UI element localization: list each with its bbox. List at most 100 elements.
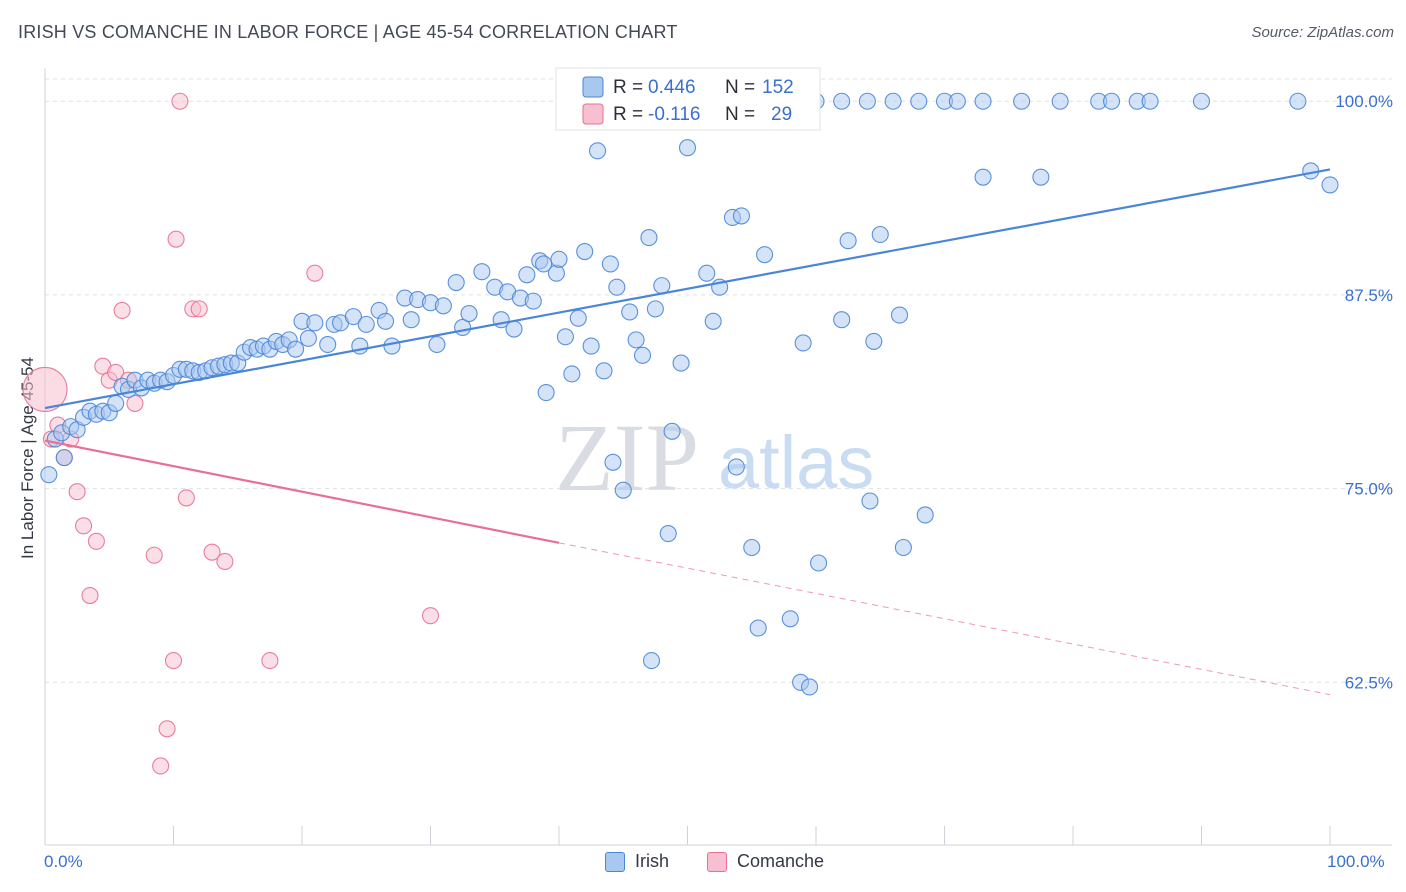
- irish-point: [653, 277, 671, 295]
- legend-box: R = 0.446 N = 152 R = -0.116 N = 29: [555, 67, 821, 131]
- comanche-point: [68, 483, 86, 501]
- irish-point: [801, 678, 819, 696]
- irish-points: [40, 92, 1339, 696]
- watermark-atlas: atlas: [718, 421, 874, 504]
- irish-point: [547, 264, 565, 282]
- irish-point: [916, 506, 934, 524]
- comanche-point: [145, 546, 163, 564]
- irish-point: [781, 610, 799, 628]
- legend-irish-swatch-bottom: [605, 851, 625, 872]
- irish-point: [287, 340, 305, 358]
- y-tick-label-3: 100.0%: [1335, 92, 1393, 111]
- irish-point: [55, 449, 73, 467]
- comanche-point: [164, 652, 183, 670]
- irish-point: [357, 315, 375, 333]
- irish-point: [663, 422, 681, 440]
- axis-layer: [44, 68, 1392, 846]
- comanche-point: [203, 543, 221, 561]
- irish-point: [460, 304, 478, 323]
- irish-point: [839, 232, 857, 250]
- legend-item-irish[interactable]: Irish: [605, 851, 669, 872]
- irish-point: [861, 492, 879, 510]
- watermark: ZIP atlas: [555, 404, 874, 511]
- irish-point: [402, 311, 420, 329]
- irish-point: [582, 337, 600, 355]
- irish-point: [727, 458, 745, 476]
- irish-point: [556, 328, 574, 346]
- legend-item-comanche[interactable]: Comanche: [707, 851, 824, 872]
- irish-point: [756, 246, 774, 264]
- irish-point: [672, 354, 690, 372]
- irish-point: [595, 362, 613, 380]
- comanche-point: [190, 300, 208, 318]
- irish-point: [1192, 92, 1211, 110]
- irish-point: [306, 314, 324, 332]
- legend-irish-n-value: 152: [762, 77, 794, 98]
- comanche-point: [75, 517, 93, 535]
- irish-point: [1013, 92, 1031, 110]
- irish-point: [563, 365, 581, 383]
- x-tick-label-max: 100.0%: [1327, 852, 1385, 871]
- x-tick-label-min: 0.0%: [44, 852, 83, 871]
- irish-point: [704, 312, 722, 330]
- irish-point: [569, 309, 587, 327]
- legend-comanche-swatch: [582, 103, 604, 125]
- comanche-point: [177, 489, 195, 507]
- irish-point: [833, 92, 851, 110]
- irish-point: [1051, 92, 1069, 110]
- irish-point: [640, 229, 658, 247]
- irish-point: [974, 92, 992, 110]
- comanche-point: [216, 552, 234, 570]
- irish-point: [473, 263, 491, 281]
- irish-point: [107, 394, 125, 412]
- legend-comanche-n-value: 29: [771, 104, 792, 125]
- comanche-point: [87, 532, 105, 550]
- legend-comanche-r-label: R =: [613, 104, 643, 125]
- irish-point: [576, 242, 594, 261]
- y-tick-labels: 62.5% 75.0% 87.5% 100.0%: [1335, 92, 1393, 692]
- y-tick-label-1: 75.0%: [1345, 480, 1393, 499]
- irish-point: [299, 329, 317, 347]
- comanche-trend-extension: [558, 542, 1331, 696]
- irish-point: [732, 207, 751, 225]
- comanche-point: [421, 607, 440, 625]
- irish-point: [614, 481, 632, 499]
- comanche-point: [261, 652, 279, 670]
- irish-point: [588, 142, 607, 160]
- irish-point: [1141, 92, 1159, 110]
- comanche-point: [152, 757, 170, 775]
- irish-point: [698, 264, 716, 282]
- irish-point: [383, 337, 401, 355]
- irish-point: [810, 554, 828, 572]
- irish-point: [659, 525, 677, 543]
- irish-point: [1032, 168, 1050, 186]
- irish-point: [794, 334, 812, 352]
- irish-point: [319, 335, 337, 354]
- legend-comanche-label: Comanche: [737, 851, 825, 871]
- irish-point: [858, 92, 876, 110]
- irish-point: [646, 300, 664, 318]
- y-tick-label-0: 62.5%: [1345, 673, 1393, 692]
- irish-point: [871, 225, 889, 244]
- comanche-point: [113, 301, 131, 319]
- irish-point: [604, 453, 622, 471]
- irish-point: [376, 312, 395, 330]
- irish-point: [627, 331, 645, 349]
- irish-point: [1103, 92, 1121, 110]
- legend-comanche-swatch-bottom: [707, 851, 727, 872]
- comanche-point: [171, 92, 189, 110]
- irish-point: [633, 346, 652, 364]
- trend-layer: [44, 168, 1331, 696]
- comanche-point: [81, 586, 99, 605]
- irish-point: [894, 538, 912, 557]
- legend-comanche-n-label: N =: [725, 104, 755, 125]
- irish-point: [524, 292, 542, 310]
- irish-point: [642, 652, 661, 670]
- irish-point: [678, 139, 697, 157]
- irish-point: [974, 168, 992, 186]
- comanche-point: [167, 230, 185, 248]
- legend-irish-label: Irish: [635, 851, 670, 871]
- irish-point: [40, 466, 58, 484]
- legend-comanche-r-value: -0.116: [648, 104, 700, 125]
